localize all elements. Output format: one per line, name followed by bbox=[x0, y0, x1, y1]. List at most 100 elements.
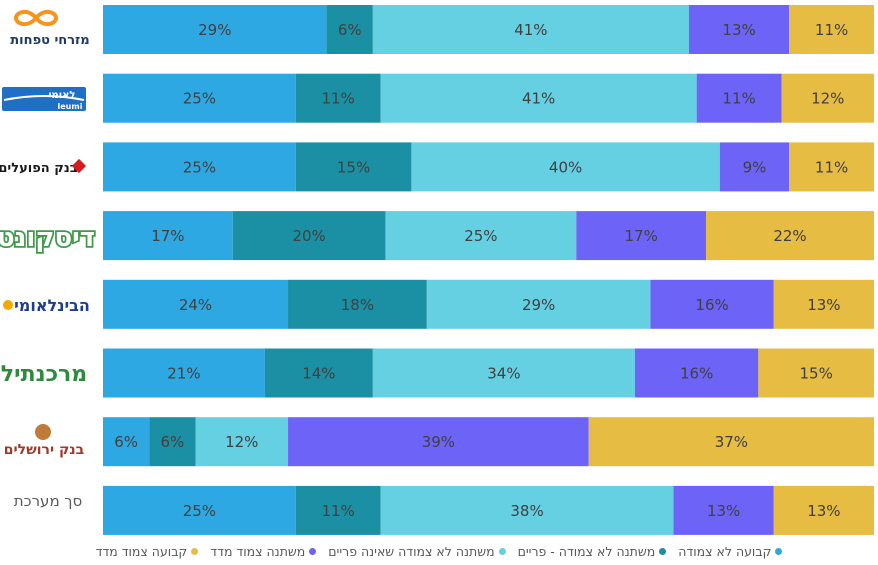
data-label-1-0: 25% bbox=[183, 90, 216, 108]
bar-segment-1-3 bbox=[696, 73, 782, 123]
bar-segment-2-4 bbox=[789, 142, 874, 192]
bar-segment-3-0 bbox=[103, 211, 233, 261]
bar-segment-7-1 bbox=[295, 485, 381, 535]
legend-marker-4 bbox=[191, 547, 199, 555]
legend-item-0: קבועה לא צמודה bbox=[678, 541, 783, 561]
data-label-2-0: 25% bbox=[183, 158, 216, 176]
bar-segment-0-4 bbox=[789, 5, 874, 54]
logo-discount: דיסקונט bbox=[0, 221, 97, 255]
bar-segment-3-1 bbox=[232, 211, 386, 261]
data-label-5-3: 16% bbox=[680, 365, 713, 383]
bar-segment-6-4 bbox=[588, 417, 874, 467]
data-label-4-2: 29% bbox=[522, 296, 555, 314]
data-label-7-0: 25% bbox=[183, 502, 216, 520]
logo-mercantile: מרכנתיל bbox=[1, 362, 87, 387]
bar-segment-0-0 bbox=[103, 5, 327, 54]
logo-hapoalim: בנק הפועלים bbox=[0, 158, 87, 176]
data-label-3-2: 25% bbox=[464, 227, 497, 245]
data-label-1-4: 12% bbox=[811, 90, 844, 108]
bar-segment-2-1 bbox=[295, 142, 412, 192]
bar-segment-5-1 bbox=[264, 348, 373, 398]
legend-item-2: משתנה לא צמודה שאינה פריים bbox=[328, 541, 506, 561]
data-label-7-1: 11% bbox=[321, 502, 354, 520]
bar-segment-6-1 bbox=[149, 417, 196, 467]
bar-segment-6-3 bbox=[288, 417, 589, 467]
data-label-6-0: 6% bbox=[114, 433, 138, 451]
bar-segment-7-2 bbox=[380, 485, 674, 535]
data-label-2-1: 15% bbox=[337, 158, 370, 176]
bar-segment-7-0 bbox=[103, 485, 296, 535]
data-label-5-2: 34% bbox=[487, 365, 520, 383]
logo-mercantile-text: מרכנתיל bbox=[1, 362, 87, 387]
legend-label-0: קבועה לא צמודה bbox=[678, 543, 772, 559]
data-label-4-4: 13% bbox=[807, 296, 840, 314]
logo-beinleumi: הבינלאומי bbox=[3, 296, 90, 315]
bar-segment-0-1 bbox=[326, 5, 373, 54]
data-label-0-1: 6% bbox=[338, 21, 362, 39]
data-label-6-3: 39% bbox=[422, 433, 455, 451]
bar-segment-1-1 bbox=[295, 73, 381, 123]
bar-segment-2-3 bbox=[719, 142, 790, 192]
bar-segment-4-3 bbox=[650, 279, 774, 329]
bar-segment-2-0 bbox=[103, 142, 296, 192]
data-label-0-0: 29% bbox=[198, 21, 231, 39]
legend-label-3: משתנה צמוד מדד bbox=[210, 543, 306, 559]
data-label-5-4: 15% bbox=[800, 365, 833, 383]
bar-segment-4-0 bbox=[103, 279, 289, 329]
data-label-3-0: 17% bbox=[151, 227, 184, 245]
bar-segment-4-4 bbox=[773, 279, 874, 329]
round-emblem-icon bbox=[35, 424, 51, 440]
bar-segment-5-2 bbox=[372, 348, 635, 398]
bar-segment-4-1 bbox=[288, 279, 427, 329]
bar-segment-5-0 bbox=[103, 348, 265, 398]
bar-segment-2-2 bbox=[411, 142, 720, 192]
bar-segment-6-2 bbox=[195, 417, 289, 467]
data-label-2-3: 9% bbox=[743, 158, 767, 176]
bar-segment-3-2 bbox=[385, 211, 577, 261]
logo-jerusalem-text: בנק ירושלים bbox=[4, 442, 84, 458]
legend-label-2: משתנה לא צמודה שאינה פריים bbox=[328, 543, 495, 559]
data-label-1-2: 41% bbox=[522, 90, 555, 108]
bar-segment-1-2 bbox=[380, 73, 697, 123]
data-label-7-3: 13% bbox=[707, 502, 740, 520]
bar-segment-5-3 bbox=[634, 348, 759, 398]
bar-segment-0-2 bbox=[372, 5, 689, 54]
data-label-1-1: 11% bbox=[321, 90, 354, 108]
leumi-logo-box bbox=[2, 87, 86, 111]
logo-jerusalem: בנק ירושלים bbox=[4, 424, 84, 458]
bar-segment-1-0 bbox=[103, 73, 296, 123]
legend-marker-0 bbox=[775, 547, 783, 555]
data-label-0-4: 11% bbox=[815, 21, 848, 39]
data-label-4-3: 16% bbox=[695, 296, 728, 314]
data-label-1-3: 11% bbox=[722, 90, 755, 108]
legend-item-3: משתנה צמוד מדד bbox=[210, 541, 317, 561]
bar-segment-6-0 bbox=[103, 417, 150, 467]
logo-mizrahi: מזרחי טפחות bbox=[10, 10, 90, 48]
legend-label-4: קבועה צמוד מדד bbox=[95, 543, 188, 559]
data-label-7-2: 38% bbox=[510, 502, 543, 520]
data-label-6-1: 6% bbox=[160, 433, 184, 451]
logo-hapoalim-text: בנק הפועלים bbox=[0, 161, 78, 176]
bar-segment-3-3 bbox=[576, 211, 707, 261]
bar-segment-5-4 bbox=[758, 348, 874, 398]
logo-discount-text: דיסקונט bbox=[0, 223, 95, 253]
bar-segment-3-4 bbox=[706, 211, 874, 261]
legend-item-4: קבועה צמוד מדד bbox=[96, 541, 199, 561]
bar-segment-4-2 bbox=[426, 279, 651, 329]
legend-label-1: משתנה לא צמודה - פריים bbox=[517, 543, 656, 559]
logo-beinleumi-text: הבינלאומי bbox=[14, 296, 90, 315]
legend-marker-1 bbox=[659, 547, 667, 555]
logo-leumi-text-en: leumi bbox=[58, 102, 83, 111]
chart-legend: קבועה לא צמודה משתנה לא צמודה - פריים משתנ… bbox=[0, 541, 878, 561]
data-label-3-4: 22% bbox=[773, 227, 806, 245]
bar-segment-0-3 bbox=[688, 5, 790, 54]
logo-mizrahi-text: מזרחי טפחות bbox=[10, 33, 89, 48]
data-label-6-2: 12% bbox=[225, 433, 258, 451]
data-label-0-3: 13% bbox=[722, 21, 755, 39]
bar-segment-7-3 bbox=[673, 485, 774, 535]
infinity-logo-icon bbox=[13, 10, 59, 26]
data-label-7-4: 13% bbox=[807, 502, 840, 520]
data-label-4-0: 24% bbox=[179, 296, 212, 314]
data-label-2-2: 40% bbox=[549, 158, 582, 176]
data-label-0-2: 41% bbox=[514, 21, 547, 39]
